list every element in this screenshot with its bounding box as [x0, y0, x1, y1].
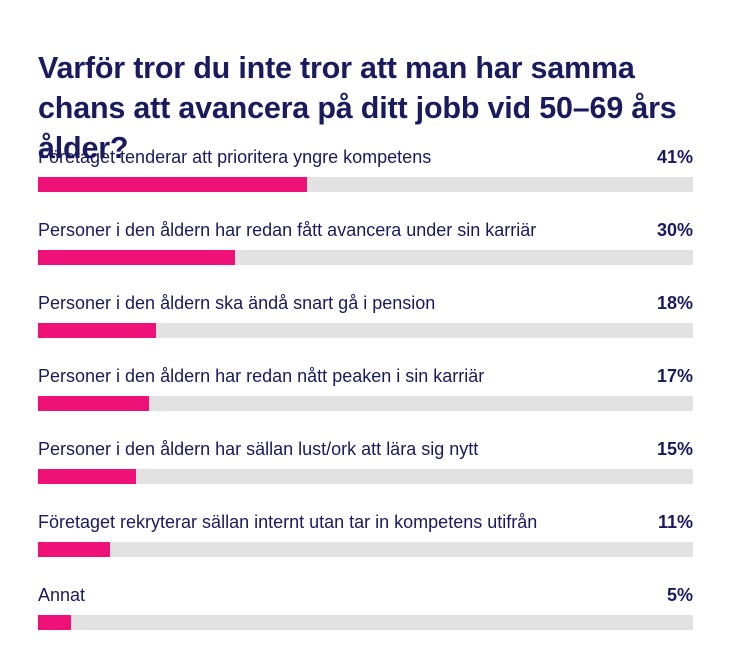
bar-track	[38, 177, 693, 192]
bar	[38, 469, 137, 484]
bar-track	[38, 615, 693, 630]
category-label: Personer i den åldern ska ändå snart gå …	[38, 293, 436, 313]
bar-row: Annat 5%	[38, 581, 693, 654]
bar	[38, 323, 156, 338]
bar	[38, 396, 150, 411]
value-label: 41%	[656, 147, 693, 167]
category-label: Personer i den åldern har redan fått ava…	[38, 220, 537, 240]
bar-row: Personer i den åldern ska ändå snart gå …	[38, 289, 693, 362]
value-label: 15%	[656, 439, 693, 459]
bar-track	[38, 250, 693, 265]
category-label: Företaget rekryterar sällan internt utan…	[38, 512, 538, 532]
chart-title: Varför tror du inte tror att man har sam…	[38, 51, 677, 165]
category-label: Personer i den åldern har redan nått pea…	[38, 366, 485, 386]
bar	[38, 250, 235, 265]
category-label: Företaget tenderar att prioritera yngre …	[38, 147, 432, 167]
bar	[38, 615, 71, 630]
category-label: Personer i den åldern har sällan lust/or…	[38, 439, 479, 459]
bar-row: Personer i den åldern har redan fått ava…	[38, 216, 693, 289]
bar-track	[38, 542, 693, 557]
bar-chart: Företaget tenderar att prioritera yngre …	[38, 143, 693, 654]
value-label: 5%	[666, 585, 693, 605]
value-label: 11%	[657, 512, 693, 532]
value-label: 18%	[656, 293, 693, 313]
bar-row: Företaget rekryterar sällan internt utan…	[38, 508, 693, 581]
bar-track	[38, 396, 693, 411]
value-label: 17%	[656, 366, 693, 386]
bar-row: Personer i den åldern har sällan lust/or…	[38, 435, 693, 508]
bar	[38, 542, 111, 557]
bar-row: Företaget tenderar att prioritera yngre …	[38, 143, 693, 216]
bar-row: Personer i den åldern har redan nått pea…	[38, 362, 693, 435]
value-label: 30%	[656, 220, 693, 240]
bar-track	[38, 469, 693, 484]
category-label: Annat	[38, 585, 86, 605]
bar	[38, 177, 307, 192]
bar-track	[38, 323, 693, 338]
